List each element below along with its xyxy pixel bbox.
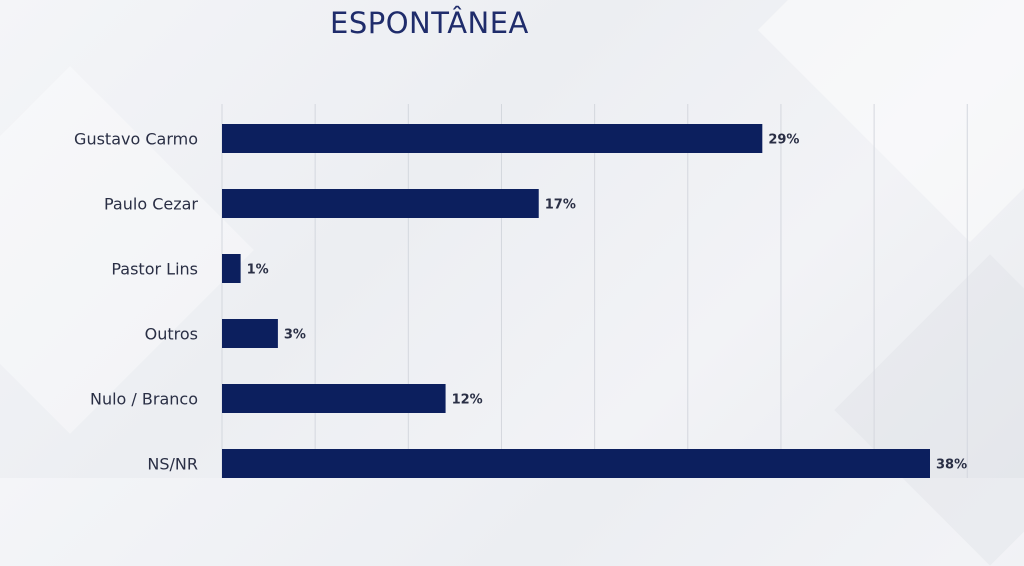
bar xyxy=(222,124,763,153)
category-label: Gustavo Carmo xyxy=(74,130,198,149)
value-label: 12% xyxy=(452,393,483,408)
category-label: Paulo Cezar xyxy=(104,195,198,214)
category-label: Pastor Lins xyxy=(111,260,198,279)
bar xyxy=(222,449,930,478)
bar xyxy=(222,319,278,348)
value-label: 3% xyxy=(284,328,306,343)
value-label: 29% xyxy=(768,133,799,148)
chart-title: ESPONTÂNEA xyxy=(330,6,529,40)
value-label: 38% xyxy=(936,458,967,473)
category-label: NS/NR xyxy=(147,455,198,474)
bar-chart: Gustavo Carmo 29% Paulo Cezar 17% Pastor Lin… xyxy=(74,104,968,478)
bar xyxy=(222,254,241,283)
category-label: Nulo / Branco xyxy=(90,390,198,409)
bar xyxy=(222,384,446,413)
value-label: 1% xyxy=(247,263,269,278)
category-label: Outros xyxy=(145,325,198,344)
bar xyxy=(222,189,539,218)
value-label: 17% xyxy=(545,198,576,213)
